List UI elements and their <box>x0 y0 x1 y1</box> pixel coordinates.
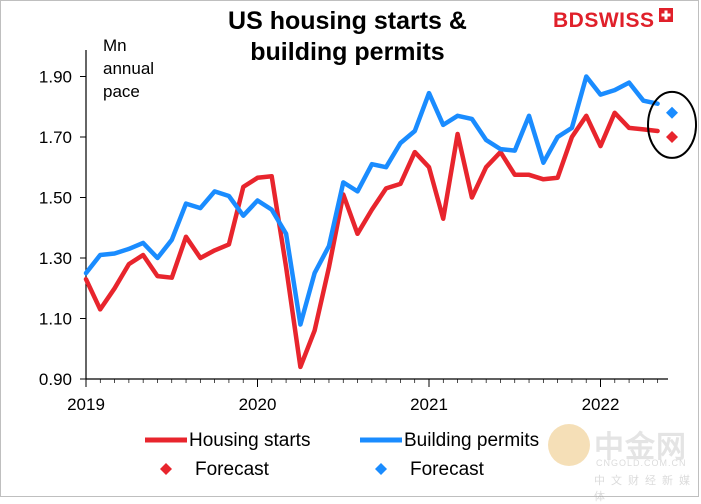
legend-swatch-marker <box>160 463 172 475</box>
forecast-marker <box>666 107 678 119</box>
y-tick-label: 1.30 <box>39 249 72 268</box>
cngold-logo-icon <box>548 424 590 466</box>
x-tick-label: 2021 <box>410 395 448 414</box>
legend-label: Building permits <box>404 430 539 451</box>
series-layer <box>86 76 678 366</box>
legend-label: Housing starts <box>189 430 310 451</box>
y-tick-label: 1.70 <box>39 128 72 147</box>
y-tick-label: 1.10 <box>39 310 72 329</box>
cngold-watermark: 中金网 CNGOLD.COM.CN 中文财经新媒体 <box>548 422 698 492</box>
forecast-marker <box>666 131 678 143</box>
x-tick-label: 2020 <box>239 395 277 414</box>
legend-swatch-marker <box>375 463 387 475</box>
y-tick-label: 1.90 <box>39 68 72 87</box>
watermark-url: CNGOLD.COM.CN <box>596 458 687 468</box>
x-tick-label: 2019 <box>67 395 105 414</box>
legend-label: Forecast <box>410 459 485 480</box>
y-tick-label: 0.90 <box>39 370 72 389</box>
annotation-layer <box>648 92 696 158</box>
watermark-subtitle: 中文财经新媒体 <box>594 472 698 504</box>
x-tick-label: 2022 <box>582 395 620 414</box>
forecast-highlight-ellipse <box>648 92 696 158</box>
legend-label: Forecast <box>195 459 270 480</box>
y-tick-label: 1.50 <box>39 189 72 208</box>
axes: 0.90 1.10 1.30 1.50 1.70 1.90 2019 2020 2021 2022 <box>39 50 668 414</box>
legend: Housing starts Building permits Forecast Fo… <box>145 430 539 480</box>
series-line-1 <box>86 77 658 325</box>
